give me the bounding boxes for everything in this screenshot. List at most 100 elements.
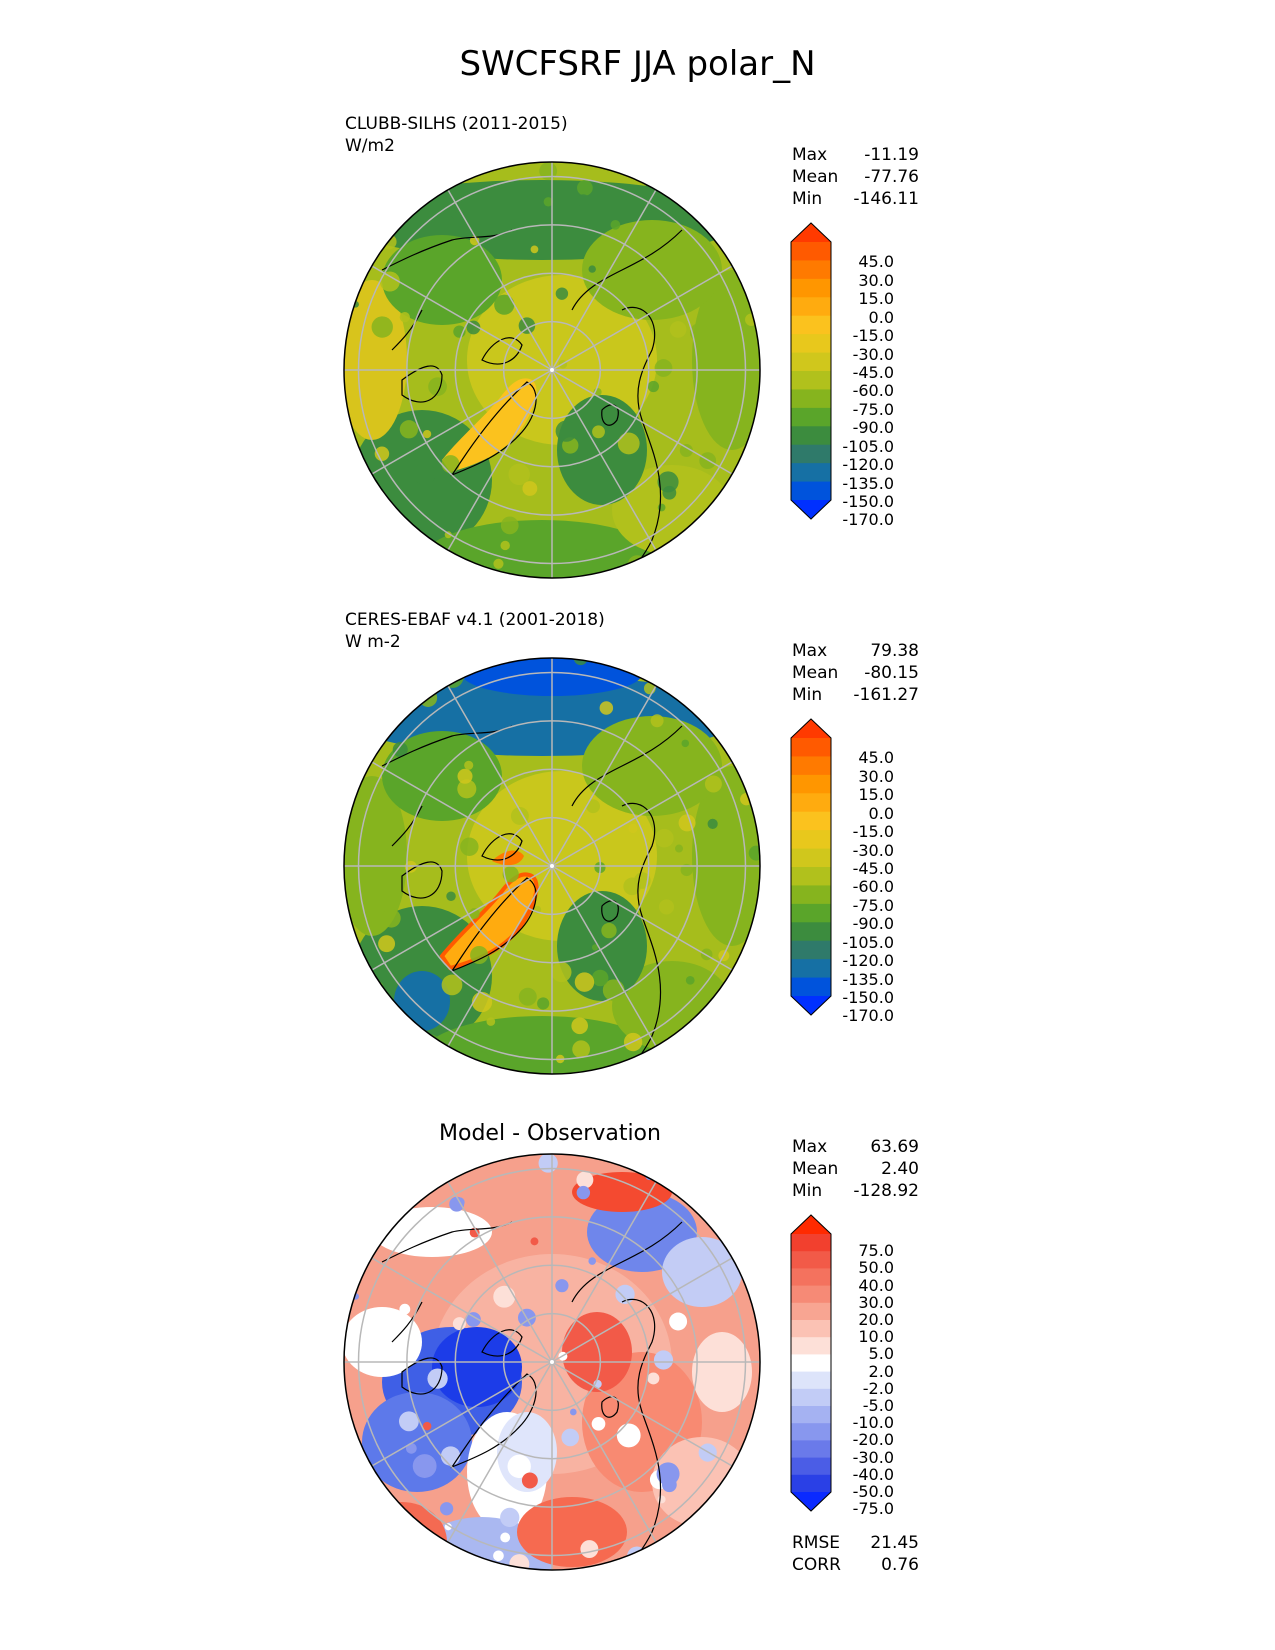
field-speckle xyxy=(405,1443,417,1454)
colorbar-tick-label: -45.0 xyxy=(852,363,894,382)
panel1-stat-min: Min -146.11 xyxy=(792,189,919,209)
colorbar-segment xyxy=(791,738,831,757)
field-speckle xyxy=(379,271,400,292)
coastline xyxy=(601,404,619,426)
figure-title: SWCFSRF JJA polar_N xyxy=(459,44,816,84)
field-speckle xyxy=(745,313,758,326)
colorbar-segment xyxy=(791,1268,831,1287)
field-speckle xyxy=(500,1507,520,1528)
field-speckle xyxy=(555,1279,569,1293)
coastline xyxy=(601,900,619,922)
field-speckle xyxy=(404,860,417,873)
field-speckle xyxy=(399,527,408,535)
colorbar-tick-label: -15.0 xyxy=(852,326,894,346)
field-speckle xyxy=(627,1546,647,1567)
field-speckle xyxy=(574,972,595,992)
panel3-map xyxy=(343,1153,761,1571)
field-speckle xyxy=(628,823,638,834)
field-speckle xyxy=(675,844,684,853)
field-speckle xyxy=(576,1185,591,1200)
field-blob xyxy=(557,891,647,1001)
colorbar-segment xyxy=(791,1440,831,1459)
field-blob xyxy=(662,1237,742,1307)
colorbar-tick-label: -170.0 xyxy=(842,510,894,530)
field-speckle xyxy=(392,742,408,758)
field-speckle xyxy=(460,837,479,856)
field-speckle xyxy=(571,1017,588,1035)
field-speckle xyxy=(592,425,605,439)
meridian-line xyxy=(371,761,553,867)
panel1-colorbar-labels: 45.0 30.0 15.0 0.0 -15.0 -30.0 -45.0 -60.0 -75.0… xyxy=(834,238,894,528)
greenland-field xyxy=(442,378,537,472)
map-boundary xyxy=(343,657,761,1075)
field-speckle xyxy=(406,451,417,462)
meridian-line xyxy=(551,1361,657,1543)
field-speckle xyxy=(537,997,550,1010)
field-speckle xyxy=(399,312,410,323)
colorbar-tick-label: 15.0 xyxy=(858,785,894,805)
field-speckle xyxy=(591,969,609,987)
field-speckle xyxy=(599,701,614,715)
panel2-title: CERES-EBAF v4.1 (2001-2018) W m-2 xyxy=(345,609,605,653)
field-speckle xyxy=(704,775,722,793)
coastline xyxy=(481,337,523,365)
panel1-stat-mean: Mean -77.76 xyxy=(792,167,919,187)
field-speckle xyxy=(413,463,436,485)
colorbar-segment xyxy=(791,297,831,317)
field-speckle xyxy=(383,1065,397,1074)
field-speckle xyxy=(399,1303,411,1315)
field-blob xyxy=(394,971,450,1031)
coastline xyxy=(621,1298,662,1570)
map-boundary xyxy=(343,1153,761,1571)
field-speckle xyxy=(720,1178,742,1200)
field-speckle xyxy=(737,982,744,989)
field-speckle xyxy=(508,463,530,486)
field-speckle xyxy=(745,1023,757,1035)
panel3-stat-mean: Mean 2.40 xyxy=(792,1159,919,1179)
field-speckle xyxy=(745,1205,755,1215)
field-speckle xyxy=(661,1477,677,1493)
field-speckle xyxy=(399,420,419,439)
field-speckle xyxy=(655,828,674,848)
colorbar-extend-top xyxy=(791,719,831,738)
field-speckle xyxy=(345,1451,368,1474)
colorbar-segment xyxy=(791,1457,831,1476)
field-speckle xyxy=(588,265,596,273)
field-blob xyxy=(562,1312,632,1392)
colorbar-tick-label: 5.0 xyxy=(868,1344,894,1364)
coastline xyxy=(621,306,662,578)
colorbar-segment xyxy=(791,830,831,850)
colorbar-tick-label: -75.0 xyxy=(852,895,894,915)
field-speckle xyxy=(647,380,660,393)
panel2-stat-max: Max 79.38 xyxy=(792,641,919,661)
pole-point xyxy=(550,864,554,868)
colorbar-outline xyxy=(790,1214,832,1512)
meridian-line xyxy=(551,1181,657,1363)
field-speckle xyxy=(446,891,456,901)
colorbar-segment xyxy=(791,1302,831,1321)
field-speckle xyxy=(521,1472,538,1489)
colorbar-segment xyxy=(791,756,831,776)
meridian-line xyxy=(551,1361,733,1467)
meridian-line xyxy=(447,1361,553,1543)
field-speckle xyxy=(464,760,474,770)
coastline xyxy=(391,1301,423,1343)
field-speckle xyxy=(601,922,617,939)
colorbar-outline xyxy=(790,222,832,520)
panel2-colorbar xyxy=(790,718,832,1016)
field-speckle xyxy=(689,323,709,342)
field-speckle xyxy=(745,214,755,223)
colorbar-segment xyxy=(791,1251,831,1269)
colorbar-extend-bottom xyxy=(791,500,831,519)
meridian-line xyxy=(447,685,553,867)
colorbar-tick-label: 0.0 xyxy=(868,307,894,327)
field-speckle xyxy=(555,420,577,442)
panel3-stats: Max 63.69 Mean 2.40 Min -128.92 xyxy=(792,1136,919,1202)
panel3-colorbar xyxy=(790,1214,832,1512)
colorbar-tick-label: -75.0 xyxy=(852,399,894,419)
coastline xyxy=(381,229,513,271)
field-speckle xyxy=(457,779,477,799)
field-speckle xyxy=(344,1026,353,1038)
colorbar-tick-label: -60.0 xyxy=(852,381,894,401)
colorbar-tick-label: -5.0 xyxy=(862,1396,894,1415)
